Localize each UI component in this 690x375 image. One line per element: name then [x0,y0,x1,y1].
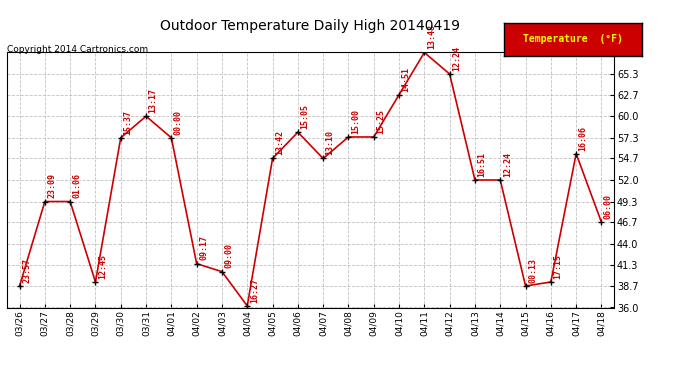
Text: 09:00: 09:00 [224,243,233,268]
Text: 14:51: 14:51 [402,66,411,92]
Text: 01:06: 01:06 [72,173,81,198]
Text: 15:37: 15:37 [124,110,132,135]
Text: 17:15: 17:15 [553,254,562,279]
Text: 13:10: 13:10 [326,130,335,155]
Text: 12:45: 12:45 [98,254,107,279]
Text: 12:24: 12:24 [452,46,461,71]
Text: 16:51: 16:51 [477,152,486,177]
Text: Temperature  (°F): Temperature (°F) [523,34,622,44]
Text: 16:27: 16:27 [250,278,259,303]
Text: 09:17: 09:17 [199,236,208,261]
Text: 12:24: 12:24 [503,152,512,177]
Text: 23:57: 23:57 [22,258,31,283]
Text: 00:13: 00:13 [528,258,537,283]
Text: Outdoor Temperature Daily High 20140419: Outdoor Temperature Daily High 20140419 [161,19,460,33]
Text: 23:09: 23:09 [48,173,57,198]
Text: 00:00: 00:00 [174,110,183,135]
Text: 13:48: 13:48 [427,24,436,49]
Text: 16:06: 16:06 [579,126,588,150]
Text: 15:00: 15:00 [351,109,360,134]
Text: 06:00: 06:00 [604,194,613,219]
Text: 13:42: 13:42 [275,130,284,155]
Text: 13:17: 13:17 [148,88,157,113]
Text: Copyright 2014 Cartronics.com: Copyright 2014 Cartronics.com [7,45,148,54]
Text: 15:25: 15:25 [376,109,385,134]
Text: 15:05: 15:05 [300,104,309,129]
